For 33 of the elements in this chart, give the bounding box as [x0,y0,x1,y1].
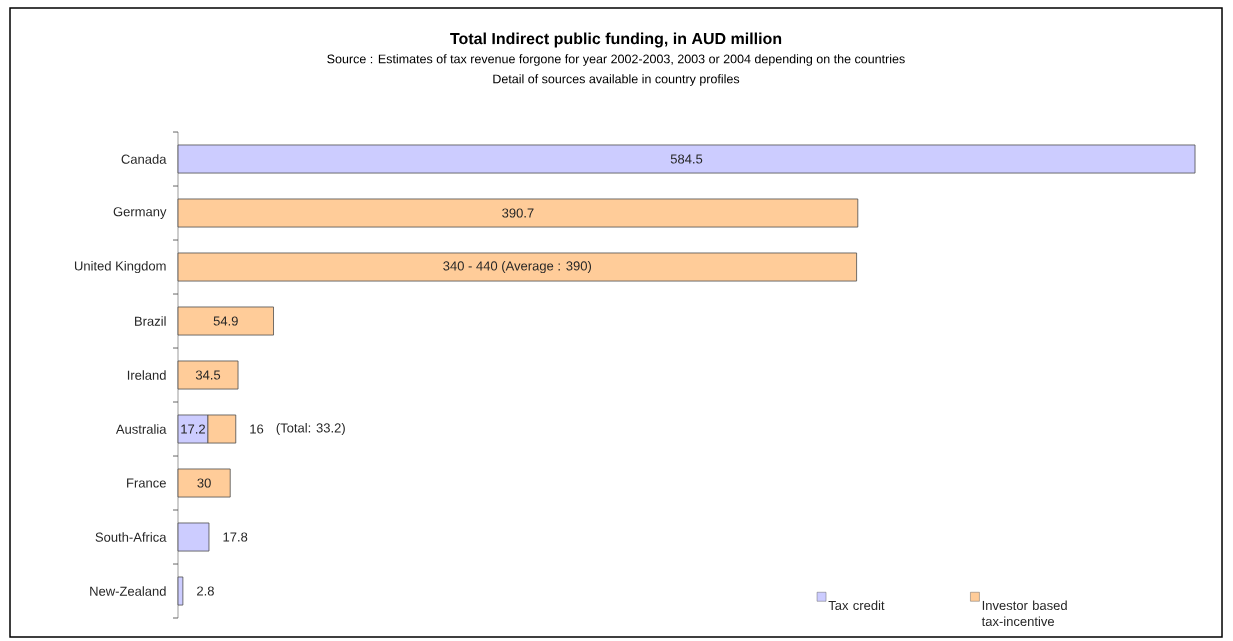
y-tick-label: Australia [115,424,167,434]
data-label: 2.8 [197,586,214,596]
data-label: 17.2 [181,424,205,434]
y-tick-label: Brazil [135,316,166,326]
y-tick-label: South-Africa [95,532,167,542]
bar [177,522,210,552]
data-label: 17.8 [223,532,248,542]
bar [177,252,857,282]
bar [177,198,859,228]
y-tick-label: United Kingdom [74,260,166,274]
bar [177,306,274,336]
legend-label: Tax credit [828,600,885,611]
text: Detail of sources available in country profiles [493,74,740,86]
data-label: 34.5 [195,370,221,380]
bar [177,576,184,606]
data-label: 584.5 [670,154,703,164]
total-label: (Total: 33.2) [276,422,345,436]
y-tick-label: Canada [121,154,167,164]
chart-title: Total Indirect public funding, in AUD million [450,32,782,48]
y-tick-label: Germany [113,207,167,219]
bar [177,360,239,390]
data-label: 54.9 [213,316,238,326]
data-label: 340 - 440 (Average : 390) [443,260,592,274]
bar [177,144,1196,174]
legend-label: Investor based tax-incentive [981,600,1067,627]
data-label: 390.7 [502,208,534,218]
y-tick-label: Ireland [127,370,166,380]
bar [177,468,231,498]
y-tick-label: New-Zealand [90,586,166,596]
chart-subtitle: Source : Estimates of tax revenue forgone for year 2002-2003, 2003 or 2004 depending on the countries [327,54,905,66]
y-tick-label: France [127,478,166,488]
data-label: 16 [250,424,264,434]
data-label: 30 [197,478,211,488]
